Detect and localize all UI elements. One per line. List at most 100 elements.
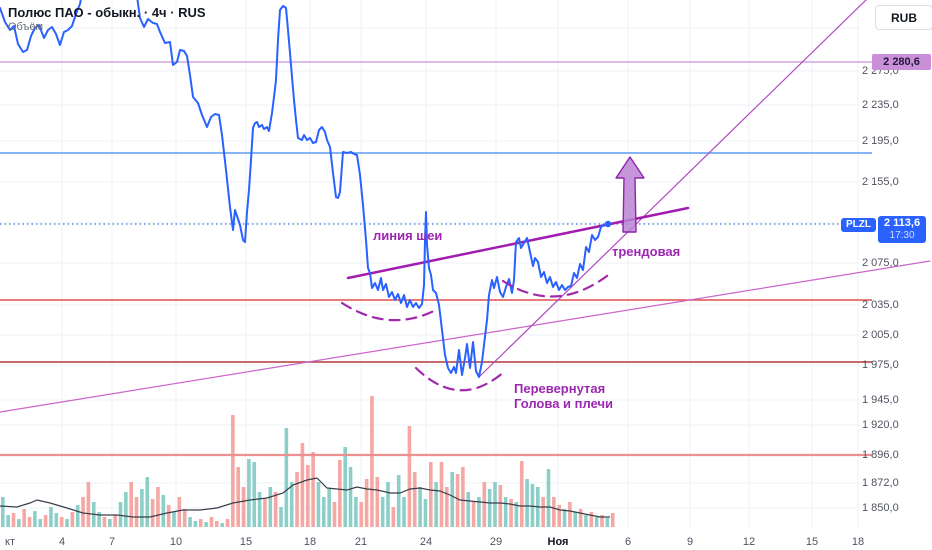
- volume-bar: [295, 472, 299, 527]
- volume-bar: [17, 519, 21, 527]
- volume-bar: [584, 515, 588, 527]
- volume-bar: [145, 477, 150, 527]
- volume-bar: [182, 509, 187, 527]
- symbol-title[interactable]: Полюс ПАО - обыкн. · 4ч · RUS: [8, 5, 206, 20]
- volume-bar: [573, 512, 578, 527]
- volume-bar: [466, 492, 471, 527]
- price-axis-tick: 1 920,0: [862, 419, 899, 431]
- volume-bar: [514, 502, 519, 527]
- volume-bar: [509, 499, 513, 527]
- volume-bar: [461, 467, 465, 527]
- volume-ma: [0, 477, 610, 518]
- volume-bar: [22, 509, 26, 527]
- volume-bar: [289, 482, 294, 527]
- volume-bar: [380, 497, 385, 527]
- volume-bar: [209, 517, 214, 527]
- channel-line: [0, 260, 931, 413]
- volume-bar: [343, 447, 347, 527]
- time-axis-tick: 4: [58, 536, 66, 548]
- breakout-arrow[interactable]: [615, 156, 645, 233]
- volume-bar: [86, 482, 91, 527]
- price-axis-tick: 1 975,0: [862, 359, 899, 371]
- time-axis-tick: 9: [686, 536, 694, 548]
- volume-bar: [605, 518, 610, 527]
- volume-bar: [445, 487, 449, 527]
- volume-bar: [402, 497, 406, 527]
- currency-button[interactable]: RUB: [875, 5, 932, 30]
- current-price-time: 17:30: [889, 230, 915, 241]
- time-axis-tick: 12: [742, 536, 756, 548]
- volume-bar: [386, 482, 390, 527]
- volume-bar: [423, 499, 428, 527]
- current-price-value: 2 113,6: [884, 217, 921, 229]
- price-axis-tick: 1 872,0: [862, 477, 899, 489]
- price-axis-tick: 1 896,0: [862, 449, 899, 461]
- pattern-arcs[interactable]: [340, 270, 614, 392]
- volume-bar: [359, 502, 364, 527]
- neckline-annotation[interactable]: линия шеи: [373, 228, 443, 243]
- volume-bar: [215, 521, 219, 527]
- volume-bar: [140, 489, 144, 527]
- price-axis-tick: 2 235,0: [862, 99, 899, 111]
- volume-bar: [188, 517, 192, 527]
- volume-bar: [552, 497, 556, 527]
- volume-bar: [391, 507, 396, 527]
- neckline: [346, 206, 690, 280]
- up-arrow: [615, 156, 645, 233]
- volume-bar: [134, 497, 139, 527]
- time-axis-tick: кт: [5, 536, 15, 548]
- volume-bar: [166, 505, 171, 527]
- left-shoulder-arc: [340, 301, 440, 322]
- volume-bar: [493, 482, 497, 527]
- volume-bar: [412, 472, 417, 527]
- volume-bar: [108, 519, 112, 527]
- volume-bar: [273, 492, 278, 527]
- level-price-badge: 2 280,6: [872, 54, 931, 70]
- time-axis-tick: 15: [239, 536, 253, 548]
- volume-bar: [54, 513, 59, 527]
- grid-lines: [0, 0, 860, 527]
- volume-bar: [1, 497, 5, 527]
- time-axis-tick: 7: [108, 536, 116, 548]
- time-axis-tick: 18: [303, 536, 317, 548]
- volume-bar: [327, 489, 331, 527]
- time-axis-tick: 18: [851, 536, 865, 548]
- volume-bar: [305, 465, 310, 527]
- volume-bar: [300, 443, 305, 527]
- volume-bar: [610, 513, 615, 527]
- volume-bar: [541, 497, 545, 527]
- volume-bar: [311, 452, 315, 527]
- volume-bar: [33, 511, 37, 527]
- volume-bar: [557, 505, 561, 527]
- volume-bar: [375, 477, 380, 527]
- volume-bar: [150, 499, 155, 527]
- volume-bar: [204, 522, 208, 527]
- volume-bar: [530, 484, 535, 527]
- volume-ma-line: [0, 477, 610, 518]
- pattern-annotation-line1[interactable]: Перевернутая: [514, 381, 606, 396]
- volume-bar: [482, 482, 487, 527]
- volume-bar: [519, 461, 524, 527]
- volume-bar: [252, 462, 257, 527]
- volume-bar: [471, 502, 476, 527]
- time-axis-tick: 10: [169, 536, 183, 548]
- price-line: [0, 0, 612, 378]
- indicator-label[interactable]: Объём: [8, 21, 44, 33]
- horizontal-level-lines[interactable]: [0, 61, 872, 457]
- time-axis-tick: 24: [419, 536, 433, 548]
- trendline-annotation[interactable]: трендовая: [612, 244, 681, 259]
- pattern-annotation-line2[interactable]: Голова и плечи: [514, 396, 614, 411]
- volume-bar: [156, 487, 160, 527]
- volume-bar: [429, 462, 433, 527]
- volume-bar: [284, 428, 289, 527]
- volume-bar: [220, 523, 224, 527]
- volume-bar: [418, 487, 422, 527]
- price-axis-tick: 2 035,0: [862, 299, 899, 311]
- time-axis-tick: 6: [624, 536, 632, 548]
- volume-bar: [434, 482, 438, 527]
- price-axis-tick: 1 945,0: [862, 394, 899, 406]
- volume-bar: [600, 515, 604, 527]
- volume-bar: [450, 472, 454, 527]
